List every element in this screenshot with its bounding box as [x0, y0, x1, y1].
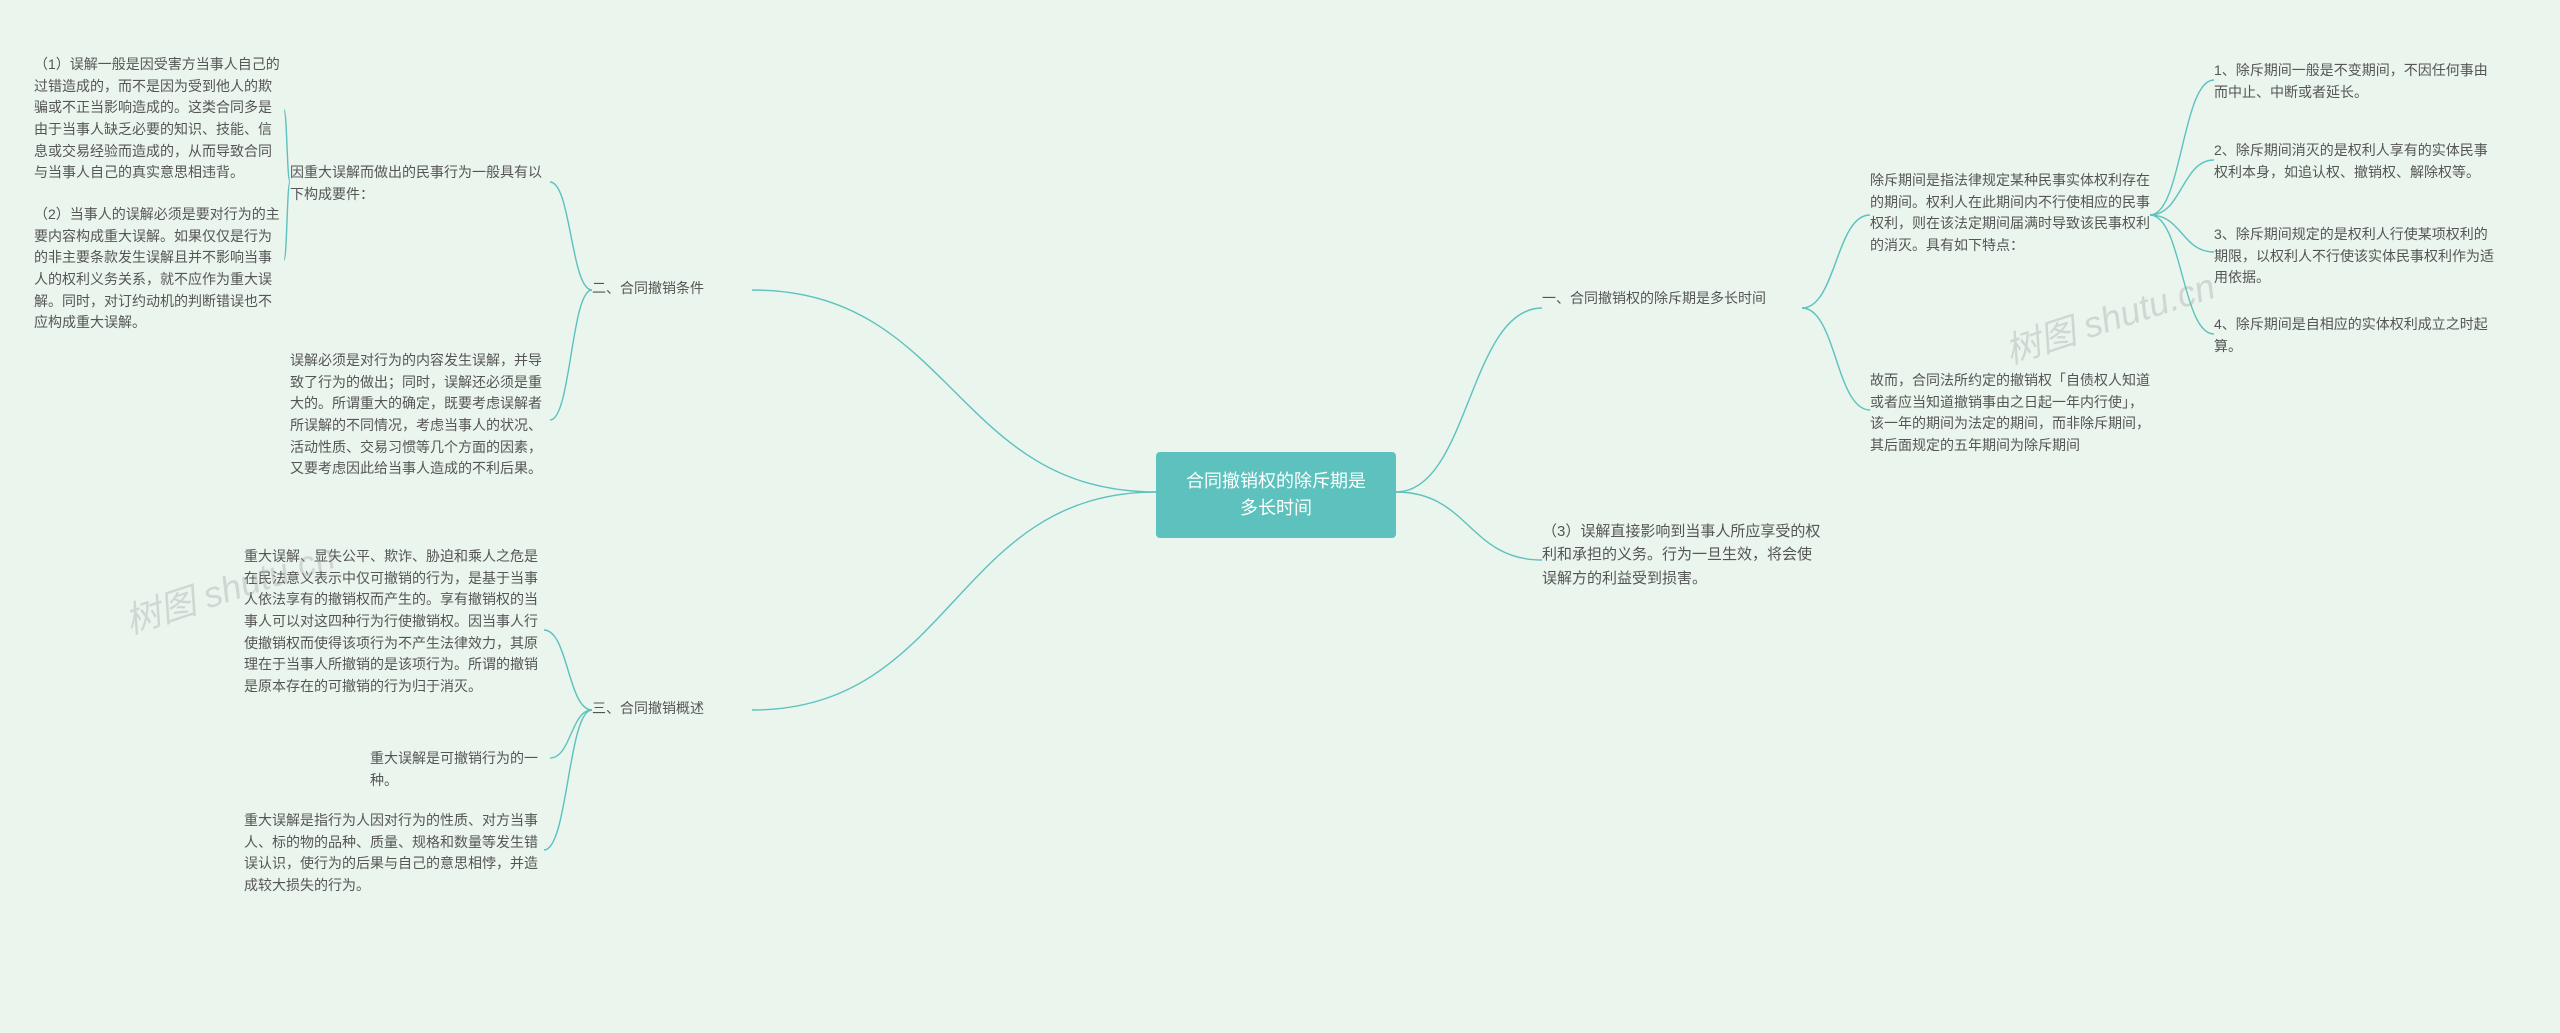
node-l2c: 重大误解是指行为人因对行为的性质、对方当事人、标的物的品种、质量、规格和数量等发… — [244, 810, 544, 897]
connector — [1802, 308, 1870, 410]
node-text: 除斥期间是指法律规定某种民事实体权利存在的期间。权利人在此期间内不行使相应的民事… — [1870, 172, 2150, 253]
node-r1a2: 2、除斥期间消灭的是权利人享有的实体民事权利本身，如追认权、撤销权、解除权等。 — [2214, 140, 2494, 183]
node-text: 1、除斥期间一般是不变期间，不因任何事由而中止、中断或者延长。 — [2214, 62, 2488, 100]
node-text: 故而，合同法所约定的撤销权「自债权人知道或者应当知道撤销事由之日起一年内行使」，… — [1870, 372, 2150, 453]
connector — [1396, 492, 1542, 560]
center-label: 合同撤销权的除斥期是多长时间 — [1186, 471, 1366, 518]
connector — [544, 630, 592, 710]
node-l2: 三、合同撤销概述 — [592, 698, 752, 720]
node-l1b: 误解必须是对行为的内容发生误解，并导致了行为的做出；同时，误解还必须是重大的。所… — [290, 350, 550, 480]
node-text: （1）误解一般是因受害方当事人自己的过错造成的，而不是因为受到他人的欺骗或不正当… — [34, 56, 280, 180]
node-r1a: 除斥期间是指法律规定某种民事实体权利存在的期间。权利人在此期间内不行使相应的民事… — [1870, 170, 2150, 257]
node-l1a1: （1）误解一般是因受害方当事人自己的过错造成的，而不是因为受到他人的欺骗或不正当… — [34, 54, 284, 184]
node-text: （3）误解直接影响到当事人所应享受的权利和承担的义务。行为一旦生效，将会使误解方… — [1542, 523, 1820, 587]
connector — [1802, 215, 1870, 308]
node-r1a4: 4、除斥期间是自相应的实体权利成立之时起算。 — [2214, 314, 2494, 357]
node-r1a3: 3、除斥期间规定的是权利人行使某项权利的期限，以权利人不行使该实体民事权利作为适… — [2214, 224, 2494, 289]
node-l1a2: （2）当事人的误解必须是要对行为的主要内容构成重大误解。如果仅仅是行为的非主要条… — [34, 204, 284, 334]
node-r1a1: 1、除斥期间一般是不变期间，不因任何事由而中止、中断或者延长。 — [2214, 60, 2494, 103]
node-text: 重大误解、显失公平、欺诈、胁迫和乘人之危是在民法意义表示中仅可撤销的行为，是基于… — [244, 548, 538, 694]
connector — [2150, 160, 2214, 215]
node-text: 一、合同撤销权的除斥期是多长时间 — [1542, 290, 1766, 306]
connector — [2150, 215, 2214, 252]
connector — [550, 290, 592, 420]
connector — [550, 182, 592, 290]
mindmap-canvas: 合同撤销权的除斥期是多长时间 一、合同撤销权的除斥期是多长时间 除斥期间是指法律… — [0, 0, 2560, 1033]
connector — [1396, 308, 1542, 492]
node-text: （2）当事人的误解必须是要对行为的主要内容构成重大误解。如果仅仅是行为的非主要条… — [34, 206, 280, 330]
center-node: 合同撤销权的除斥期是多长时间 — [1156, 452, 1396, 538]
node-l2a: 重大误解、显失公平、欺诈、胁迫和乘人之危是在民法意义表示中仅可撤销的行为，是基于… — [244, 546, 544, 698]
connector — [752, 492, 1156, 710]
node-text: 重大误解是可撤销行为的一种。 — [370, 750, 538, 788]
connector — [752, 290, 1156, 492]
node-l2b: 重大误解是可撤销行为的一种。 — [370, 748, 550, 791]
node-text: 2、除斥期间消灭的是权利人享有的实体民事权利本身，如追认权、撤销权、解除权等。 — [2214, 142, 2488, 180]
node-text: 4、除斥期间是自相应的实体权利成立之时起算。 — [2214, 316, 2488, 354]
connector — [2150, 80, 2214, 215]
connector — [544, 710, 592, 850]
node-text: 二、合同撤销条件 — [592, 280, 704, 296]
node-text: 误解必须是对行为的内容发生误解，并导致了行为的做出；同时，误解还必须是重大的。所… — [290, 352, 542, 476]
node-text: 三、合同撤销概述 — [592, 700, 704, 716]
node-r1b: 故而，合同法所约定的撤销权「自债权人知道或者应当知道撤销事由之日起一年内行使」，… — [1870, 370, 2150, 457]
node-r2: （3）误解直接影响到当事人所应享受的权利和承担的义务。行为一旦生效，将会使误解方… — [1542, 520, 1822, 590]
node-text: 3、除斥期间规定的是权利人行使某项权利的期限，以权利人不行使该实体民事权利作为适… — [2214, 226, 2494, 285]
connector — [550, 710, 592, 758]
node-l1: 二、合同撤销条件 — [592, 278, 752, 300]
node-l1a: 因重大误解而做出的民事行为一般具有以下构成要件： — [290, 162, 550, 205]
node-r1: 一、合同撤销权的除斥期是多长时间 — [1542, 288, 1802, 310]
node-text: 因重大误解而做出的民事行为一般具有以下构成要件： — [290, 164, 542, 202]
node-text: 重大误解是指行为人因对行为的性质、对方当事人、标的物的品种、质量、规格和数量等发… — [244, 812, 538, 893]
